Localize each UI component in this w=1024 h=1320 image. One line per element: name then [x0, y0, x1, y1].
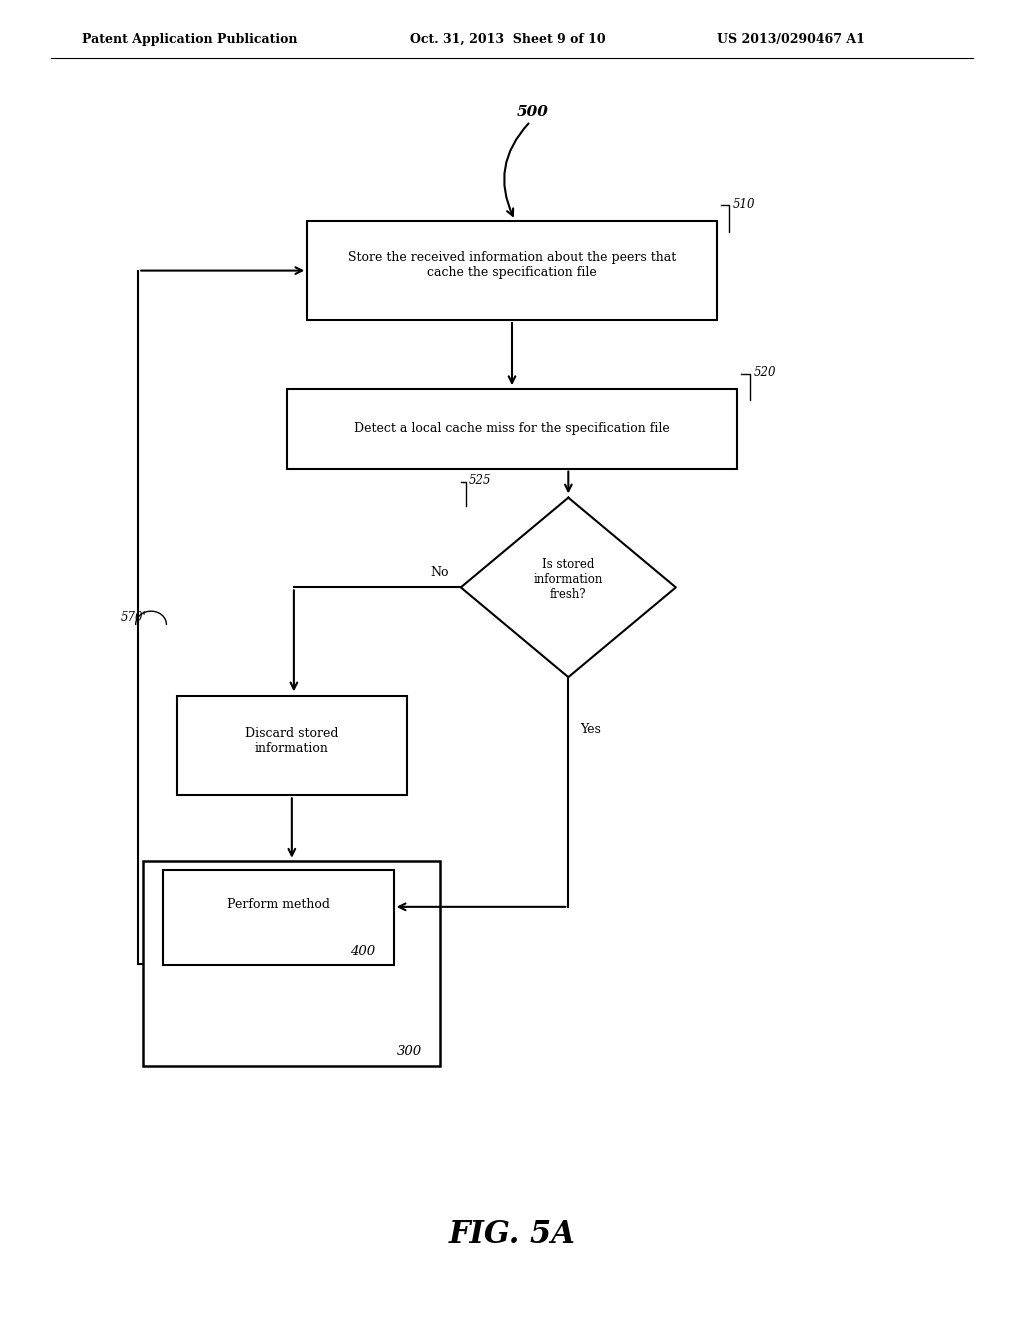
Text: Detect a local cache miss for the specification file: Detect a local cache miss for the specif…	[354, 422, 670, 436]
Text: 510: 510	[733, 198, 756, 210]
Text: 400: 400	[350, 945, 375, 958]
FancyBboxPatch shape	[287, 389, 737, 469]
FancyBboxPatch shape	[307, 220, 717, 319]
Text: No: No	[430, 566, 449, 579]
Text: FIG. 5A: FIG. 5A	[449, 1218, 575, 1250]
Text: 570': 570'	[121, 611, 146, 624]
FancyBboxPatch shape	[143, 861, 440, 1067]
Text: Perform method: Perform method	[227, 898, 330, 911]
Text: Discard stored
information: Discard stored information	[245, 726, 339, 755]
Text: 500: 500	[517, 104, 549, 119]
Text: Store the received information about the peers that
cache the specification file: Store the received information about the…	[348, 251, 676, 280]
Polygon shape	[461, 498, 676, 677]
Text: Patent Application Publication: Patent Application Publication	[82, 33, 297, 46]
FancyBboxPatch shape	[176, 697, 407, 795]
Text: 525: 525	[469, 474, 492, 487]
Text: Oct. 31, 2013  Sheet 9 of 10: Oct. 31, 2013 Sheet 9 of 10	[410, 33, 605, 46]
Text: Perform method: Perform method	[236, 890, 338, 903]
Text: Is stored
information
fresh?: Is stored information fresh?	[534, 558, 603, 601]
Text: 300: 300	[396, 1045, 422, 1059]
FancyBboxPatch shape	[164, 870, 394, 965]
Text: US 2013/0290467 A1: US 2013/0290467 A1	[717, 33, 864, 46]
Text: Yes: Yes	[581, 723, 601, 737]
Text: 520: 520	[754, 366, 776, 379]
